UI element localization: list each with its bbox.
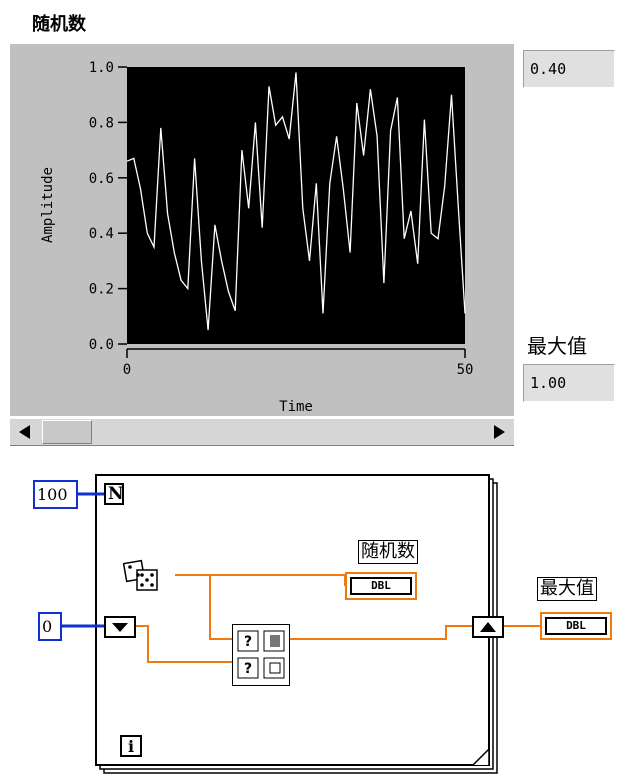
chart-digital-display: 0.40 xyxy=(523,50,615,88)
x-tick-label: 50 xyxy=(457,362,474,378)
y-tick-label: 0.6 xyxy=(89,171,114,187)
count-constant[interactable]: 100 xyxy=(33,480,78,509)
dbl-tag: DBL xyxy=(545,617,607,635)
chart-svg: 0.0 0.2 0.4 0.6 0.8 1.0 0 50 Amplitude Time xyxy=(40,60,474,415)
iteration-terminal-label: i xyxy=(128,737,135,756)
arrow-right-icon[interactable] xyxy=(484,419,514,445)
shift-register-left[interactable] xyxy=(104,616,136,638)
y-tick-label: 1.0 xyxy=(89,60,114,76)
max-value-indicator: 1.00 xyxy=(523,364,615,402)
shift-register-right[interactable] xyxy=(472,616,504,638)
y-tick-label: 0.0 xyxy=(89,337,114,353)
waveform-chart: 0.0 0.2 0.4 0.6 0.8 1.0 0 50 Amplitude Time xyxy=(10,44,514,416)
scroll-thumb[interactable] xyxy=(42,420,92,444)
chart-title: 随机数 xyxy=(32,14,86,35)
random-dbl-terminal[interactable]: DBL xyxy=(345,572,417,600)
count-terminal[interactable]: N xyxy=(104,483,124,505)
y-tick-label: 0.4 xyxy=(89,226,114,242)
max-indicator-label: 最大值 xyxy=(537,577,597,601)
svg-text:?: ? xyxy=(244,661,252,677)
max-dbl-terminal[interactable]: DBL xyxy=(540,612,612,640)
random-indicator-label: 随机数 xyxy=(358,540,418,564)
shift-init-constant[interactable]: 0 xyxy=(38,612,62,641)
max-value-label: 最大值 xyxy=(527,334,587,358)
dice-icon[interactable] xyxy=(123,556,163,594)
chart-scrollbar[interactable] xyxy=(10,418,514,446)
iteration-terminal: i xyxy=(120,735,142,757)
y-tick-label: 0.2 xyxy=(89,282,114,298)
dbl-tag: DBL xyxy=(350,577,412,595)
plot-area xyxy=(127,67,465,344)
x-tick-label: 0 xyxy=(123,362,131,378)
svg-text:?: ? xyxy=(244,634,252,650)
y-axis-label: Amplitude xyxy=(40,167,56,243)
y-tick-label: 0.8 xyxy=(89,115,114,131)
max-min-function[interactable]: ? ? xyxy=(232,624,290,686)
count-terminal-label: N xyxy=(108,484,124,504)
arrow-left-icon[interactable] xyxy=(10,419,40,445)
max-min-icon: ? ? xyxy=(237,630,285,679)
x-axis-label: Time xyxy=(279,399,313,415)
series-line xyxy=(126,72,466,331)
block-diagram-wires xyxy=(62,474,540,774)
for-loop-frame[interactable] xyxy=(95,474,490,766)
